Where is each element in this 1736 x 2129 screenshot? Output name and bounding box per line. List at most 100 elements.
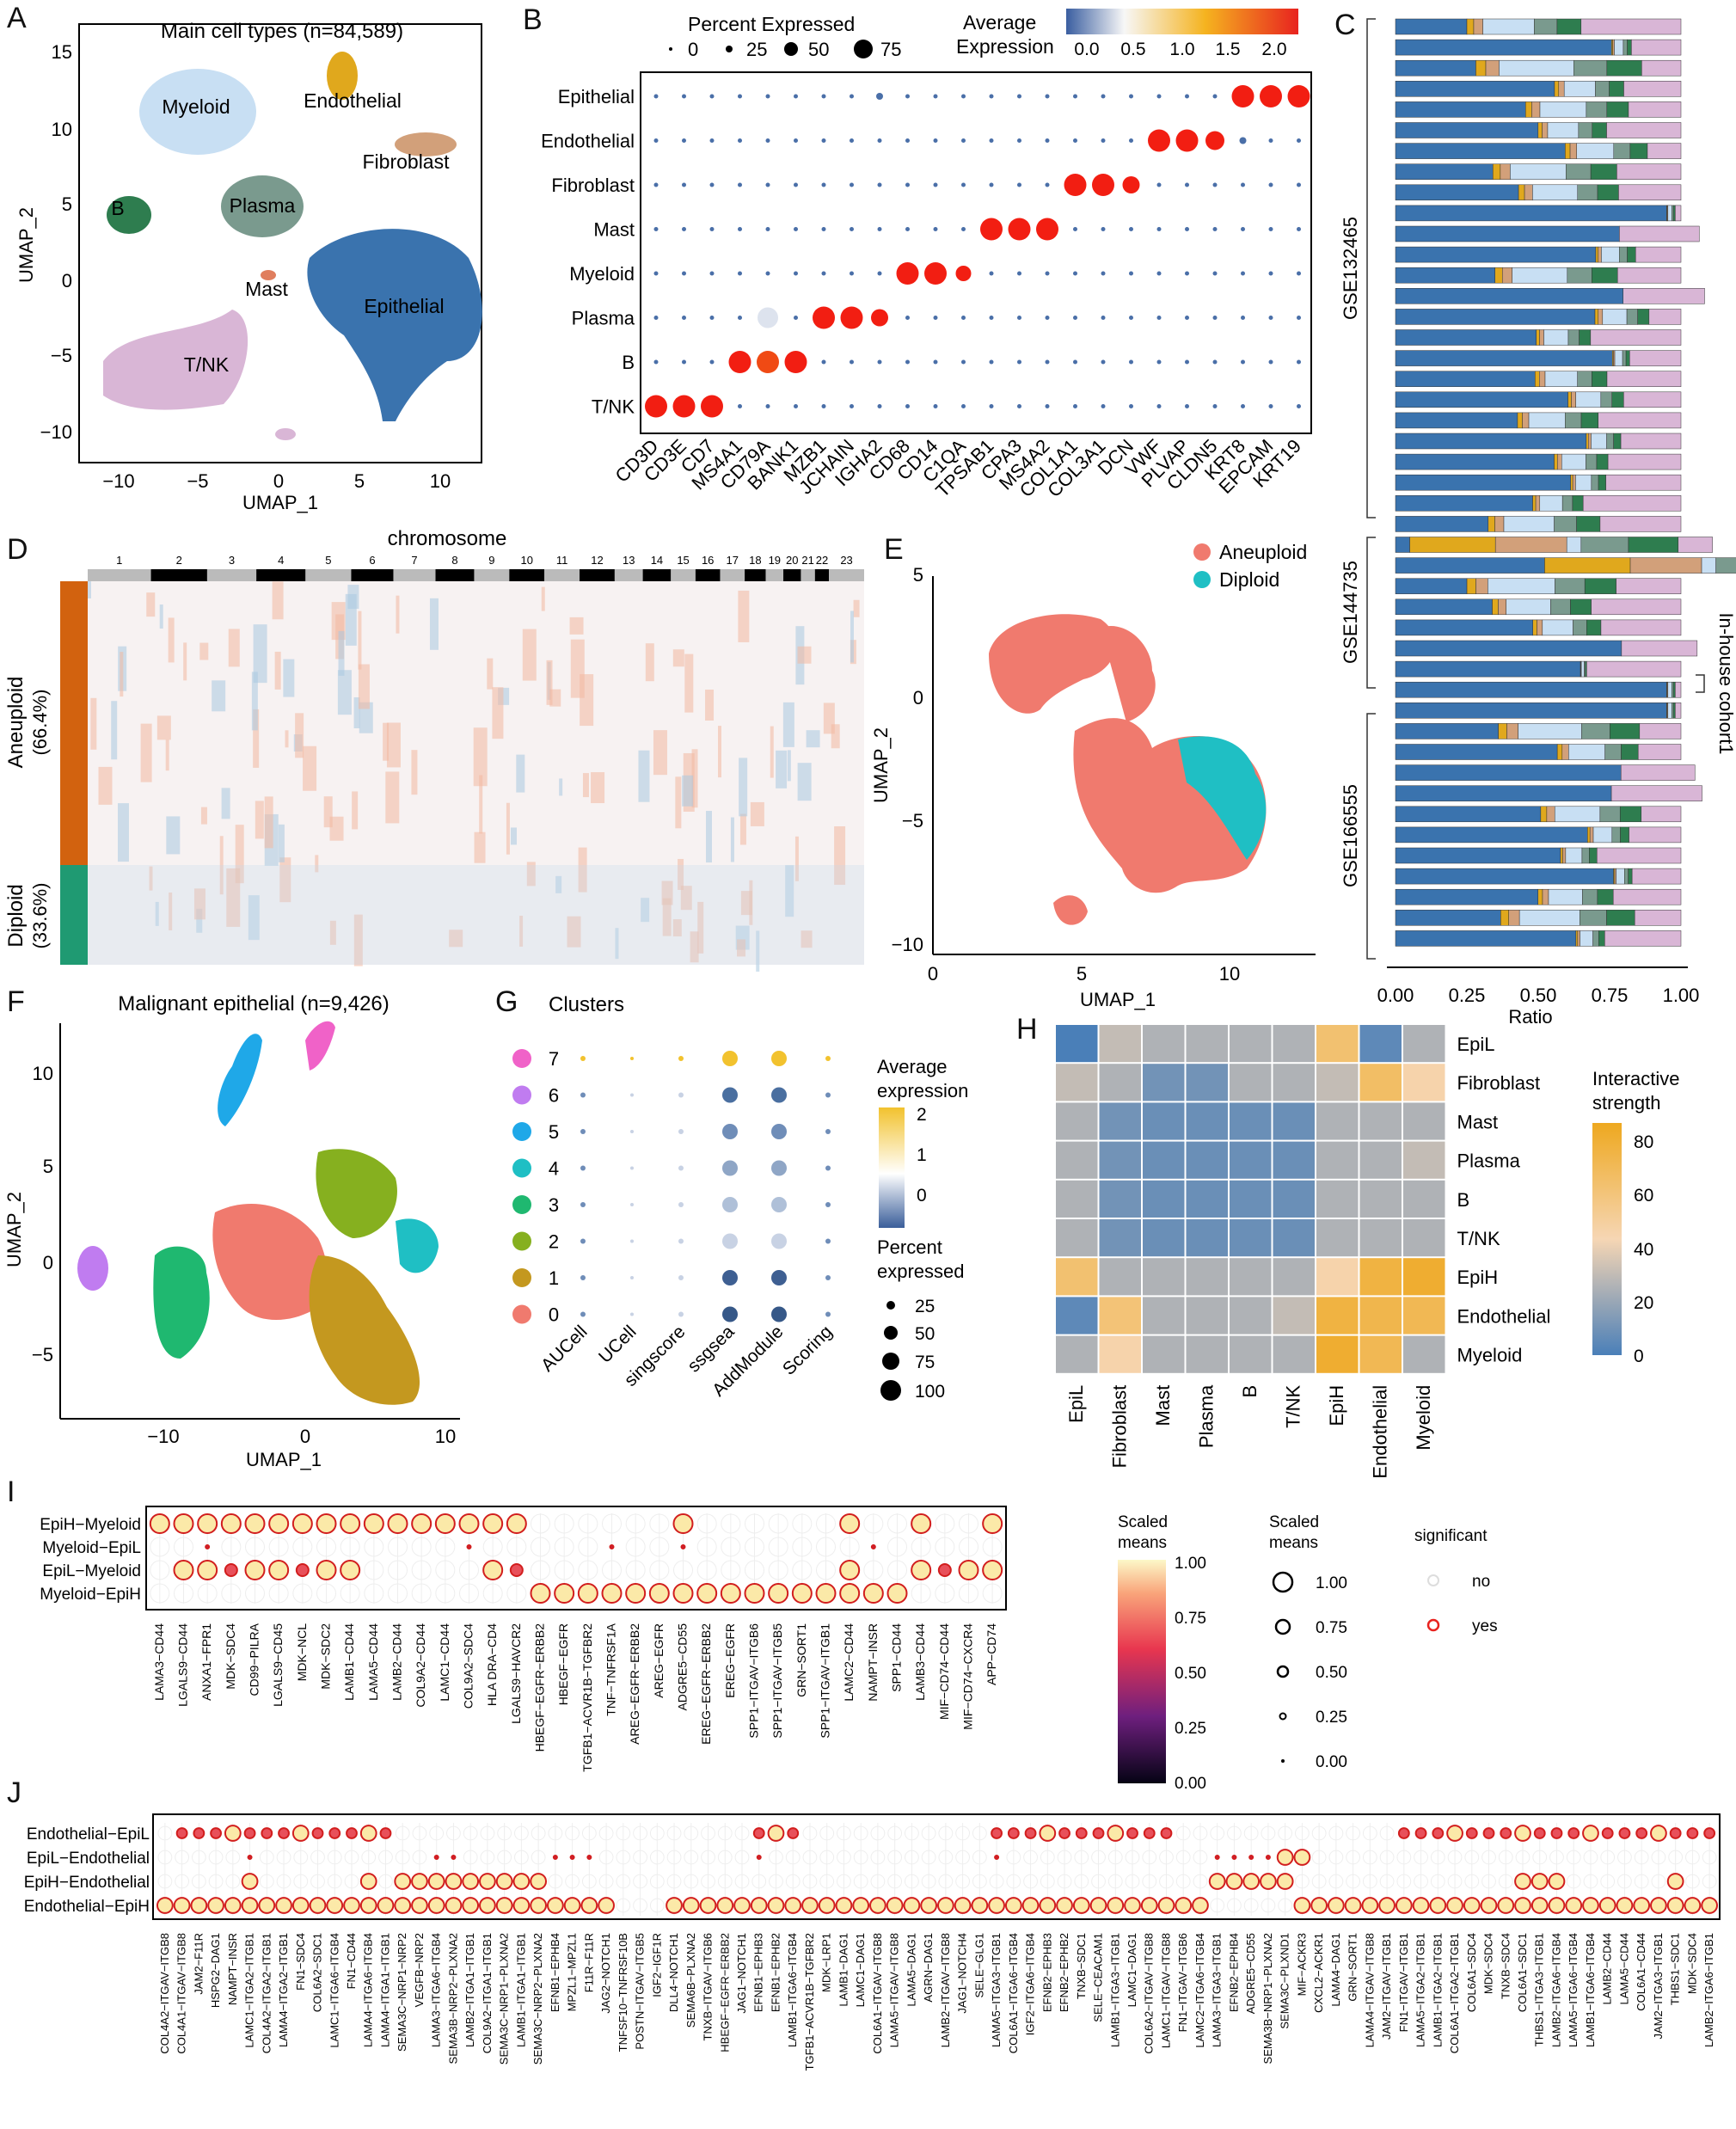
svg-text:−5: −5 — [187, 470, 208, 492]
j-dot — [1208, 1873, 1226, 1890]
c-bar-segment — [1395, 205, 1667, 222]
j-dot — [971, 1897, 989, 1914]
panel-letter-i: I — [7, 1476, 15, 1508]
j-dot — [462, 1897, 480, 1914]
c-bar-segment — [1606, 910, 1635, 926]
c-bar-segment — [1673, 205, 1676, 222]
b-dot — [821, 94, 826, 99]
c-bar-segment — [1614, 39, 1624, 56]
b-dot — [840, 306, 863, 329]
j-dot — [1703, 1827, 1716, 1839]
c-bar-segment — [1395, 163, 1494, 180]
h-cell — [1403, 1064, 1445, 1101]
b-dot — [1212, 359, 1218, 365]
j-dot — [1361, 1897, 1379, 1914]
b-dot — [1297, 359, 1301, 365]
c-bar-segment — [1623, 391, 1682, 408]
b-dot — [1156, 227, 1162, 231]
c-bar-segment — [1539, 101, 1587, 118]
i-pair-label: EREG−EGFR — [723, 1623, 737, 1698]
c-bar-segment — [1570, 474, 1573, 491]
c-bar-segment — [1618, 184, 1682, 201]
svg-text:1.00: 1.00 — [1316, 1574, 1347, 1592]
j-pair-label: LAMA3−ITGA3−ITGB1 — [1211, 1933, 1224, 2047]
g-cluster-swatch — [512, 1268, 531, 1287]
label-tnk: T/NK — [184, 353, 230, 376]
g-dot — [630, 1130, 634, 1133]
g-dot — [771, 1160, 787, 1176]
j-dot — [1500, 1827, 1512, 1839]
c-bar-segment — [1570, 598, 1592, 616]
b-dot — [961, 182, 966, 187]
svg-text:10: 10 — [52, 119, 72, 140]
b-dot — [1036, 218, 1058, 241]
svg-text:10: 10 — [435, 1426, 456, 1447]
c-bar-segment — [1395, 495, 1533, 512]
b-dot — [1185, 227, 1189, 231]
h-col-label: Mast — [1152, 1385, 1174, 1426]
j-dot — [1601, 1827, 1614, 1839]
svg-text:100: 100 — [915, 1382, 945, 1402]
g-dot — [722, 1124, 738, 1139]
h-cell — [1273, 1102, 1315, 1140]
b-dot — [850, 227, 854, 231]
d-chr-segment — [435, 569, 475, 581]
i-pair-label: AREG−EGFR — [652, 1623, 666, 1698]
h-cell — [1099, 1297, 1141, 1334]
b-dot — [765, 227, 770, 231]
j-pair-label: GRN−SORT1 — [1346, 1933, 1359, 2002]
b-dot — [877, 227, 882, 231]
b-dot — [682, 182, 686, 187]
svg-text:Aneuploid: Aneuploid — [4, 677, 28, 769]
i-dot — [911, 1513, 932, 1534]
j-dot — [852, 1897, 870, 1914]
svg-text:0: 0 — [917, 1186, 927, 1206]
c-bar-segment — [1577, 930, 1580, 947]
g-dot — [771, 1124, 787, 1139]
j-dot — [261, 1827, 273, 1839]
b-dot — [765, 271, 770, 276]
g-dot — [771, 1087, 787, 1103]
svg-text:0.50: 0.50 — [1175, 1665, 1206, 1683]
c-bar-segment — [1613, 143, 1631, 159]
h-cell — [1359, 1335, 1402, 1373]
g-dot — [722, 1233, 738, 1249]
panel-a-ylabel: UMAP_2 — [15, 207, 37, 283]
i-dot — [768, 1583, 789, 1604]
b-dot — [1241, 316, 1245, 320]
j-dot — [586, 1855, 592, 1860]
g-dot — [678, 1238, 684, 1244]
i-pair-label: MDK−SDC2 — [319, 1623, 333, 1690]
d-chr-label: 13 — [623, 554, 635, 567]
i-dot — [173, 1560, 194, 1580]
b-dot — [989, 316, 994, 320]
b-dot — [1017, 138, 1021, 143]
j-pair-label: F11R−F11R — [582, 1933, 595, 1992]
j-pair-label: LAMB2−ITGAV−ITGB8 — [939, 1933, 952, 2047]
j-pair-label: EFNB1−EPHB2 — [769, 1933, 782, 2012]
c-bar-segment — [1675, 681, 1682, 698]
b-dot — [850, 94, 854, 99]
svg-text:yes: yes — [1472, 1617, 1498, 1635]
c-bar-segment — [1648, 309, 1682, 325]
j-pair-label: LAMB1−ITGA3−ITGB1 — [1108, 1933, 1121, 2047]
svg-text:UMAP_2: UMAP_2 — [3, 1192, 25, 1267]
c-bar-segment — [1628, 868, 1633, 885]
c-bar-segment — [1604, 744, 1622, 760]
b-dot — [933, 316, 938, 320]
c-bar-segment — [1598, 246, 1602, 263]
b-dot — [1268, 138, 1273, 143]
b-dot — [1297, 404, 1301, 408]
b-dot — [905, 138, 910, 143]
g-method-label: Scoring — [779, 1322, 837, 1379]
c-bar-segment — [1628, 101, 1682, 118]
c-bar-segment — [1620, 826, 1629, 844]
b-dot — [1175, 129, 1199, 152]
b-dot — [1212, 227, 1218, 231]
b-dot — [738, 138, 742, 143]
j-pair-label: FN1−ITGAV−ITGB6 — [1176, 1933, 1189, 2032]
c-bar-segment — [1572, 474, 1576, 491]
svg-text:Percent: Percent — [877, 1236, 942, 1258]
j-pair-label: LAMA4−ITGA1−ITGB1 — [378, 1933, 391, 2047]
b-dot — [1017, 182, 1021, 187]
